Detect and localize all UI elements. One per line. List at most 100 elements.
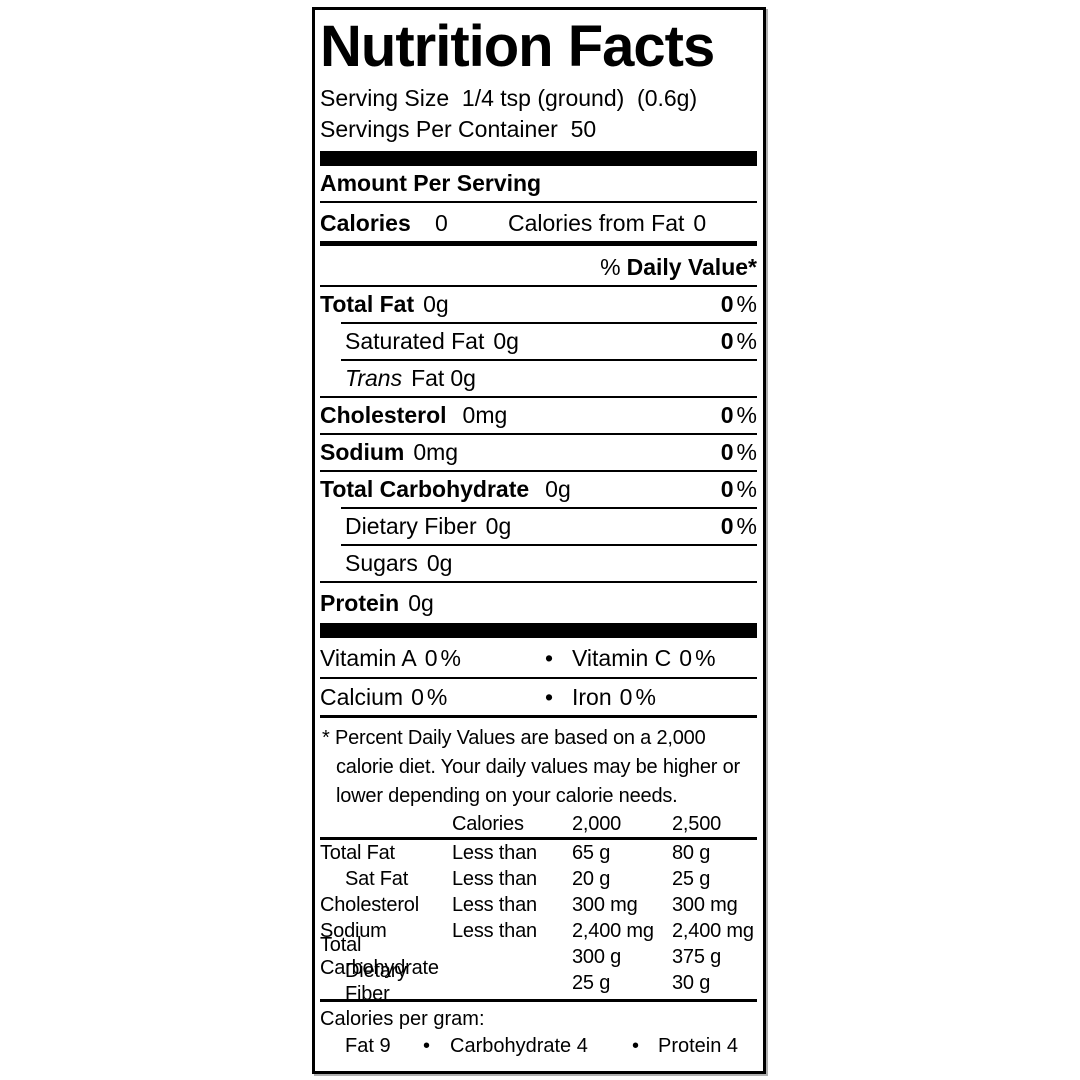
vitamin-row-a-c: Vitamin A 0% • Vitamin C 0% xyxy=(320,638,757,677)
table-row-v2000: 300 mg xyxy=(572,893,638,916)
divider-hairline xyxy=(320,470,757,472)
table-header-2000: 2,000 xyxy=(572,813,622,835)
nutrient-name: Total Fat 0g xyxy=(320,291,449,317)
nutrient-row-sodium: Sodium 0mg 0% xyxy=(320,435,757,470)
table-row-qualifier: Less than xyxy=(452,919,537,942)
divider-hairline-indented xyxy=(341,359,757,361)
amount-per-serving-text: Amount Per Serving xyxy=(320,170,542,196)
percent-sign: % xyxy=(600,254,621,280)
nutrient-name: Cholesterol 0mg xyxy=(320,402,508,428)
nutrient-row-trans-fat: Trans Fat 0g xyxy=(320,361,757,396)
nutrient-row-total-fat: Total Fat 0g 0% xyxy=(320,287,757,322)
bullet-separator: • xyxy=(423,1035,431,1057)
calories-per-gram-section: Calories per gram: Fat 9 • Carbohydrate … xyxy=(320,1002,757,1062)
table-row-qualifier: Less than xyxy=(452,841,537,864)
servings-per-container-line: Servings Per Container 50 xyxy=(320,116,597,142)
table-row-label: Sodium xyxy=(320,919,387,942)
nutrient-amount: 0g xyxy=(493,328,519,354)
nutrient-row-protein: Protein 0g xyxy=(320,583,757,623)
table-row-label: Cholesterol xyxy=(320,893,419,916)
trans-italic: Trans xyxy=(345,365,403,391)
dv-reference-table: Calories 2,000 2,500 xyxy=(320,811,757,837)
daily-value-cell: 0% xyxy=(720,476,757,502)
table-row-label: Sat Fat xyxy=(345,867,409,890)
table-row-v2000: 20 g xyxy=(572,867,611,890)
calories-label: Calories xyxy=(320,210,411,236)
table-header-2500: 2,500 xyxy=(672,813,722,835)
nutrient-row-cholesterol: Cholesterol 0mg 0% xyxy=(320,398,757,433)
daily-value-cell: 0% xyxy=(720,513,757,539)
bullet-separator: • xyxy=(545,645,554,671)
calories-from-fat-value: 0 xyxy=(693,210,707,236)
table-row-v2500: 80 g xyxy=(672,841,711,864)
bullet-separator: • xyxy=(632,1035,640,1057)
table-row-label: Total Fat xyxy=(320,841,395,864)
iron-item: Iron 0% xyxy=(572,684,656,710)
percent-sign: % xyxy=(736,291,757,317)
daily-value-cell: 0% xyxy=(720,291,757,317)
divider-hairline xyxy=(320,396,757,398)
nutrient-name: Trans Fat 0g xyxy=(345,365,476,391)
table-row-v2500: 2,400 mg xyxy=(672,919,754,942)
table-row-v2500: 25 g xyxy=(672,867,711,890)
table-header-empty xyxy=(320,810,452,838)
divider-wrap xyxy=(320,996,757,1002)
percent-sign: % xyxy=(736,328,757,354)
table-row-qualifier: Less than xyxy=(452,893,537,916)
table-row-v2500: 375 g xyxy=(672,945,722,968)
nutrient-name: Protein 0g xyxy=(320,589,434,616)
percent-sign: % xyxy=(426,684,448,710)
table-row-label: Dietary Fiber xyxy=(345,960,407,1005)
table-header-calories: Calories xyxy=(452,813,524,835)
calories-from-fat: Calories from Fat 0 xyxy=(508,203,706,243)
vitamin-row-calcium-iron: Calcium 0% • Iron 0% xyxy=(320,679,757,715)
nutrient-name: Sugars 0g xyxy=(345,550,453,576)
divider-medium xyxy=(320,837,757,840)
divider-hairline xyxy=(320,433,757,435)
divider-hairline-indented xyxy=(341,507,757,509)
divider-hairline xyxy=(320,677,757,679)
divider-hairline-indented xyxy=(341,322,757,324)
table-row-v2000: 300 g xyxy=(572,945,622,968)
calories-per-gram-label: Calories per gram: xyxy=(320,1008,485,1030)
nutrient-name: Dietary Fiber 0g xyxy=(345,513,512,539)
thick-divider-bar xyxy=(320,623,757,638)
table-row-v2500: 300 mg xyxy=(672,893,738,916)
percent-sign: % xyxy=(736,402,757,428)
cpg-fat: Fat 9 xyxy=(345,1035,391,1057)
percent-sign: % xyxy=(736,439,757,465)
calories-value: 0 xyxy=(435,210,448,236)
daily-value-cell: 0% xyxy=(720,439,757,465)
nutrient-row-dietary-fiber: Dietary Fiber 0g 0% xyxy=(320,509,757,544)
nutrient-amount: 0mg xyxy=(413,439,459,465)
nutrient-name: Sodium 0mg xyxy=(320,439,459,465)
table-row-qualifier: Less than xyxy=(452,867,537,890)
bullet-separator: • xyxy=(545,684,554,710)
table-row-v2000: 25 g xyxy=(572,971,611,994)
dv-reference-table-body: Total Fat Less than 65 g 80 g Sat Fat Le… xyxy=(320,840,757,1006)
calories-from-fat-label: Calories from Fat xyxy=(508,210,685,236)
table-row-v2000: 65 g xyxy=(572,841,611,864)
table-row-v2000: 2,400 mg xyxy=(572,919,654,942)
nutrient-amount: 0g xyxy=(485,513,512,539)
percent-sign: % xyxy=(635,684,656,710)
nutrient-amount: 0g xyxy=(423,291,449,317)
nutrient-amount: 0mg xyxy=(462,402,508,428)
calories-per-gram-values: Fat 9 • Carbohydrate 4 • Protein 4 xyxy=(320,1032,757,1062)
calcium-item: Calcium 0% xyxy=(320,684,448,710)
vitamin-c-item: Vitamin C 0% xyxy=(572,645,716,671)
daily-value-header-text: Daily Value* xyxy=(626,254,757,280)
serving-info: Serving Size 1/4 tsp (ground) (0.6g) Ser… xyxy=(320,83,757,145)
vitamin-a-item: Vitamin A 0% xyxy=(320,645,461,671)
divider-hairline-indented xyxy=(341,544,757,546)
serving-size-line: Serving Size 1/4 tsp (ground) (0.6g) xyxy=(320,85,698,111)
nutrient-row-saturated-fat: Saturated Fat 0g 0% xyxy=(320,324,757,359)
table-row-label: Total Carbohydrate xyxy=(320,934,439,979)
amount-per-serving-heading: Amount Per Serving xyxy=(320,166,757,203)
daily-value-cell: 0% xyxy=(720,402,757,428)
nutrient-name: Total Carbohydrate 0g xyxy=(320,476,571,502)
daily-value-footnote: * Percent Daily Values are based on a 2,… xyxy=(322,727,740,807)
nutrient-row-total-carbohydrate: Total Carbohydrate 0g 0% xyxy=(320,472,757,507)
table-row-v2500: 30 g xyxy=(672,971,711,994)
percent-sign: % xyxy=(695,645,716,671)
